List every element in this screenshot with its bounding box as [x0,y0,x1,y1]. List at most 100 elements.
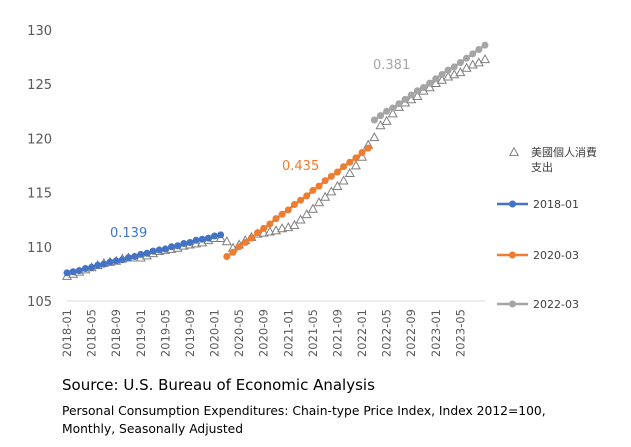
data-point [75,267,83,275]
data-point [432,75,440,83]
data-point [149,247,157,255]
data-point [289,219,300,229]
legend-label: 2018-01 [533,198,579,211]
data-point [307,203,318,213]
data-point [450,63,458,71]
x-tick-label: 2018-05 [85,309,99,357]
data-point [481,41,489,49]
data-point [369,132,380,142]
series-2020-03 [223,144,372,261]
data-point [352,154,360,162]
data-point [131,253,139,261]
data-point [315,182,323,190]
data-point [377,112,384,120]
x-tick-label: 2020-09 [257,309,271,357]
legend-marker-triangle [508,146,520,156]
legend-label: 2020-03 [533,249,579,262]
data-point [401,95,409,103]
x-tick-label: 2018-09 [109,309,123,357]
x-tick-label: 2021-01 [281,309,295,357]
data-point [192,236,200,244]
data-point [217,231,225,239]
y-tick-label: 110 [27,241,52,256]
source-caption: Source: U.S. Bureau of Economic Analysis [62,376,375,394]
x-tick-label: 2020-05 [232,309,246,357]
series-2018-01 [63,231,225,277]
data-point [333,168,341,176]
data-point [413,87,421,95]
data-point [254,229,262,237]
data-point [204,234,212,242]
data-point [198,235,206,243]
data-point [168,243,175,251]
data-point [235,243,243,251]
data-point [326,186,337,196]
legend-marker [509,300,516,308]
data-point [426,79,434,87]
data-point [272,215,280,223]
x-tick-label: 2018-01 [60,309,74,357]
x-tick-label: 2020-01 [208,309,222,357]
data-point [295,214,306,224]
y-tick-label: 105 [27,295,52,310]
data-point [381,115,392,125]
data-point [313,197,325,207]
data-point [387,108,398,118]
data-point [229,248,237,256]
data-point [278,210,286,218]
data-point [340,163,348,171]
data-point [88,263,96,271]
data-point [247,234,255,242]
data-point [424,82,435,92]
data-point [479,54,491,64]
data-point [357,151,368,161]
data-point [350,160,361,170]
data-point [303,192,311,200]
data-point [174,242,182,250]
x-axis: 2018-01 2018-05 2018-09 2019-01 2019-05 2019-… [60,300,485,357]
x-tick-label: 2022-05 [380,309,394,357]
data-point [143,249,151,257]
x-tick-label: 2023-01 [429,309,443,357]
series-layer [61,41,491,280]
data-point [463,54,471,62]
data-point [94,261,102,269]
data-point [444,66,452,74]
data-point [321,177,329,185]
data-point [69,268,77,276]
data-point [370,116,378,124]
y-axis: 105 110 115 120 125 130 [27,24,52,310]
data-point [344,167,355,177]
legend-label: 美國個人消費支出 [531,145,597,174]
series-description: Personal Consumption Expenditures: Chain… [62,404,546,436]
data-point [297,196,305,204]
legend-label: 2022-03 [533,298,579,311]
data-point [106,258,114,266]
y-tick-label: 120 [27,132,52,147]
data-point [100,260,108,268]
slope-label: 0.381 [373,58,410,73]
data-point [407,91,415,99]
y-tick-label: 130 [27,24,52,39]
legend-marker [509,251,516,259]
data-point [186,238,194,246]
data-point [346,158,354,166]
data-point [112,257,120,265]
series-2022-03 [370,41,489,124]
x-tick-label: 2021-05 [306,309,320,357]
data-point [338,175,349,185]
data-point [155,246,163,254]
data-point [455,67,466,77]
data-point [284,206,292,214]
x-tick-label: 2021-09 [330,309,344,357]
data-point [301,209,312,219]
data-point [260,224,268,232]
legend: 美國個人消費支出 2018-01 2020-03 2022-03 [497,145,597,311]
x-tick-label: 2022-09 [404,309,418,357]
data-point [320,191,331,201]
data-point [180,240,188,248]
data-point [124,254,132,262]
data-point [137,250,145,258]
data-point [118,256,126,264]
